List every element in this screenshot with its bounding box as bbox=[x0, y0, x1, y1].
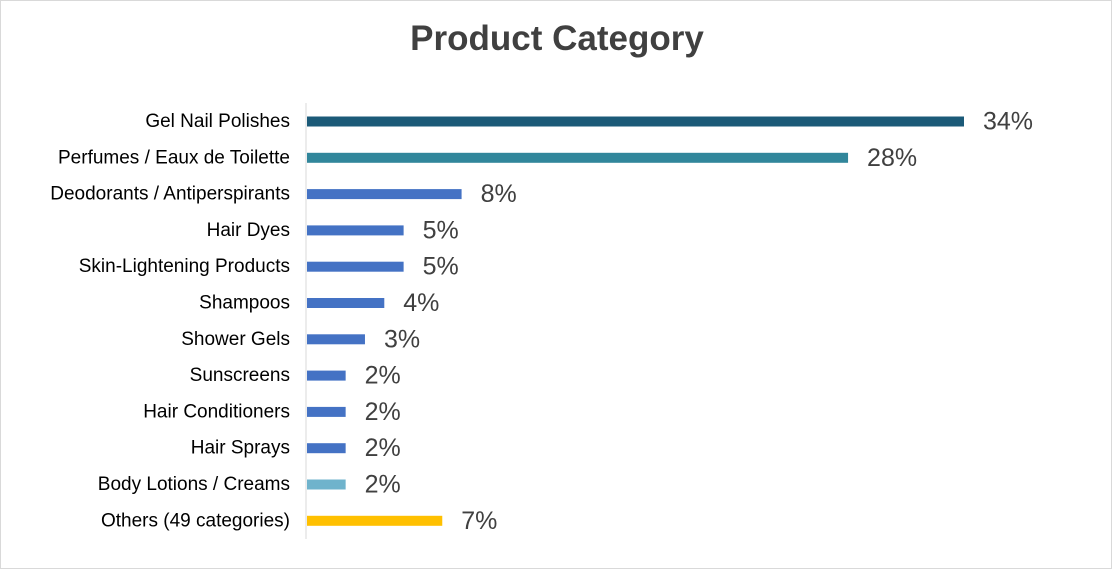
bar bbox=[307, 189, 462, 200]
category-label: Body Lotions / Creams bbox=[98, 474, 290, 495]
value-label: 7% bbox=[461, 507, 497, 535]
category-label: Hair Dyes bbox=[207, 220, 290, 241]
bars-layer: Gel Nail Polishes 34% Perfumes / Eaux de T… bbox=[50, 108, 1033, 535]
bar bbox=[307, 479, 346, 490]
value-label: 5% bbox=[423, 216, 459, 244]
category-label: Deodorants / Antiperspirants bbox=[50, 184, 290, 205]
category-label: Shower Gels bbox=[181, 329, 290, 350]
value-label: 2% bbox=[365, 434, 401, 462]
bar bbox=[307, 152, 849, 163]
category-label: Hair Sprays bbox=[191, 438, 290, 459]
category-label: Others (49 categories) bbox=[101, 510, 290, 531]
bar bbox=[307, 261, 404, 272]
value-label: 2% bbox=[365, 398, 401, 426]
category-label: Shampoos bbox=[199, 293, 290, 314]
value-label: 2% bbox=[365, 471, 401, 499]
bar bbox=[307, 443, 346, 454]
bar bbox=[307, 298, 385, 308]
value-label: 28% bbox=[867, 144, 917, 172]
bar bbox=[307, 406, 346, 417]
bar bbox=[307, 116, 964, 127]
bar bbox=[307, 334, 365, 345]
value-label: 5% bbox=[423, 253, 459, 281]
category-label: Skin-Lightening Products bbox=[79, 256, 290, 277]
category-label: Gel Nail Polishes bbox=[145, 111, 290, 132]
bar bbox=[307, 515, 443, 526]
bar bbox=[307, 370, 346, 381]
value-label: 3% bbox=[384, 325, 420, 353]
category-label: Perfumes / Eaux de Toilette bbox=[58, 147, 290, 168]
category-label: Hair Conditioners bbox=[143, 401, 290, 422]
value-label: 2% bbox=[365, 362, 401, 390]
value-label: 34% bbox=[983, 108, 1033, 136]
chart-title: Product Category bbox=[410, 19, 704, 58]
value-label: 8% bbox=[481, 180, 517, 208]
value-label: 4% bbox=[403, 289, 439, 317]
bar bbox=[307, 225, 404, 236]
category-label: Sunscreens bbox=[190, 365, 290, 386]
